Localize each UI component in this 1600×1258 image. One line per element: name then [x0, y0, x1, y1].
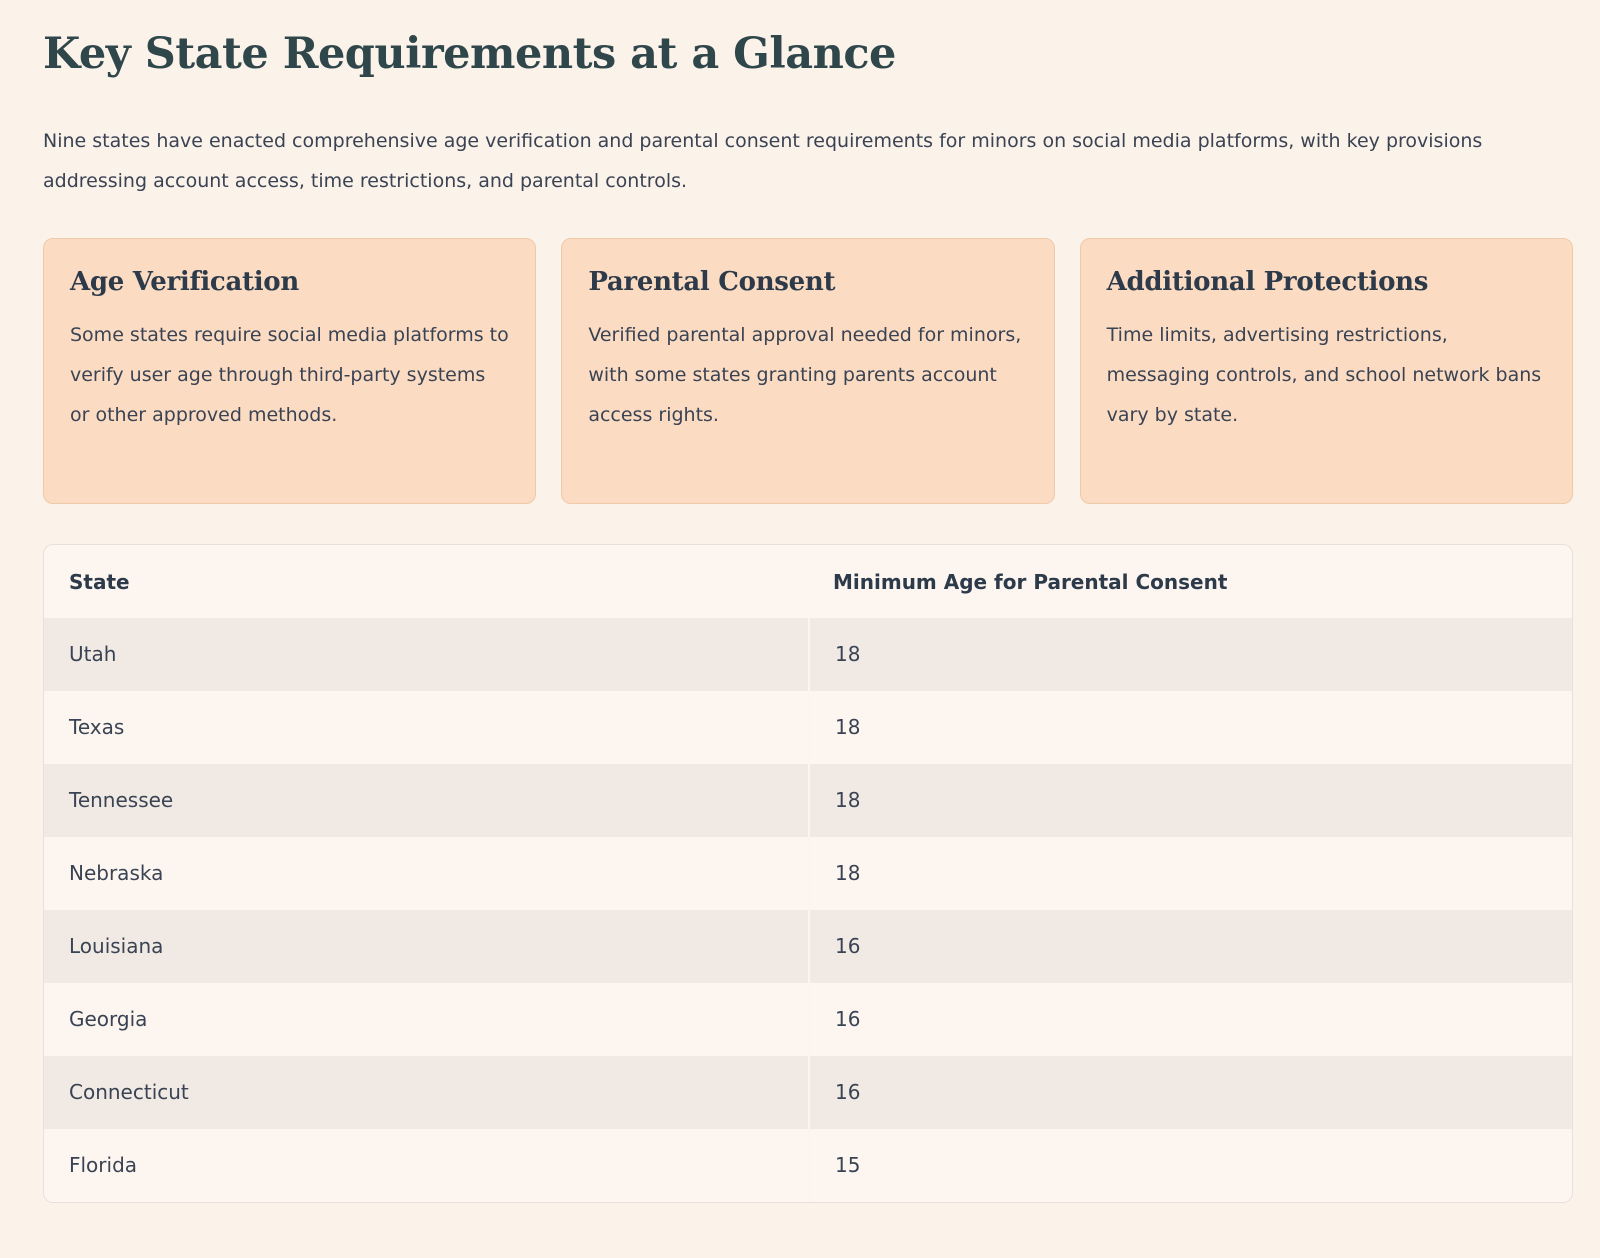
card-age-verification: Age Verification Some states require soc…: [43, 237, 537, 504]
info-cards: Age Verification Some states require soc…: [43, 237, 1573, 504]
age-cell: 18: [808, 763, 1572, 837]
state-cell: Louisiana: [44, 909, 808, 983]
state-cell: Tennessee: [44, 763, 808, 837]
card-additional-protections: Additional Protections Time limits, adve…: [1079, 237, 1573, 504]
state-cell: Florida: [44, 1128, 808, 1202]
card-title: Additional Protections: [1106, 266, 1429, 297]
card-title: Parental Consent: [588, 266, 836, 297]
card-body: Verified parental approval needed for mi…: [588, 323, 1022, 426]
table-row: Florida 15: [44, 1128, 1572, 1202]
column-header-min-age: Minimum Age for Parental Consent: [833, 569, 1228, 594]
table-header: State Minimum Age for Parental Consent: [44, 545, 1572, 618]
state-cell: Connecticut: [44, 1055, 808, 1129]
age-cell: 18: [808, 836, 1572, 910]
state-requirements-table: State Minimum Age for Parental Consent U…: [44, 545, 1572, 1202]
table-header-row: State Minimum Age for Parental Consent: [44, 545, 1572, 618]
column-header-state: State: [69, 569, 130, 594]
state-cell: Utah: [44, 617, 808, 691]
state-cell: Texas: [44, 690, 808, 764]
intro-paragraph: Nine states have enacted comprehensive a…: [43, 129, 1483, 192]
age-cell: 18: [808, 690, 1572, 764]
table-row: Connecticut 16: [44, 1055, 1572, 1129]
card-title: Age Verification: [70, 266, 299, 297]
table-row: Tennessee 18: [44, 763, 1572, 837]
table-body: Utah 18 Texas 18 Tennessee 18 Nebraska 1…: [44, 617, 1572, 1202]
card-parental-consent: Parental Consent Verified parental appro…: [561, 237, 1055, 504]
age-cell: 18: [808, 617, 1572, 691]
card-body: Time limits, advertising restrictions, m…: [1106, 323, 1542, 426]
page-title: Key State Requirements at a Glance: [43, 29, 896, 79]
state-cell: Georgia: [44, 982, 808, 1056]
card-body: Some states require social media platfor…: [70, 323, 509, 426]
table-row: Georgia 16: [44, 982, 1572, 1056]
state-cell: Nebraska: [44, 836, 808, 910]
table-row: Texas 18: [44, 690, 1572, 764]
table-row: Nebraska 18: [44, 836, 1572, 910]
table-row: Louisiana 16: [44, 909, 1572, 983]
page-container: Key State Requirements at a Glance Nine …: [43, 29, 1573, 1203]
table-row: Utah 18: [44, 617, 1572, 691]
age-cell: 15: [808, 1128, 1572, 1202]
state-table-container: State Minimum Age for Parental Consent U…: [43, 543, 1573, 1203]
age-cell: 16: [808, 909, 1572, 983]
age-cell: 16: [808, 1055, 1572, 1129]
age-cell: 16: [808, 982, 1572, 1056]
